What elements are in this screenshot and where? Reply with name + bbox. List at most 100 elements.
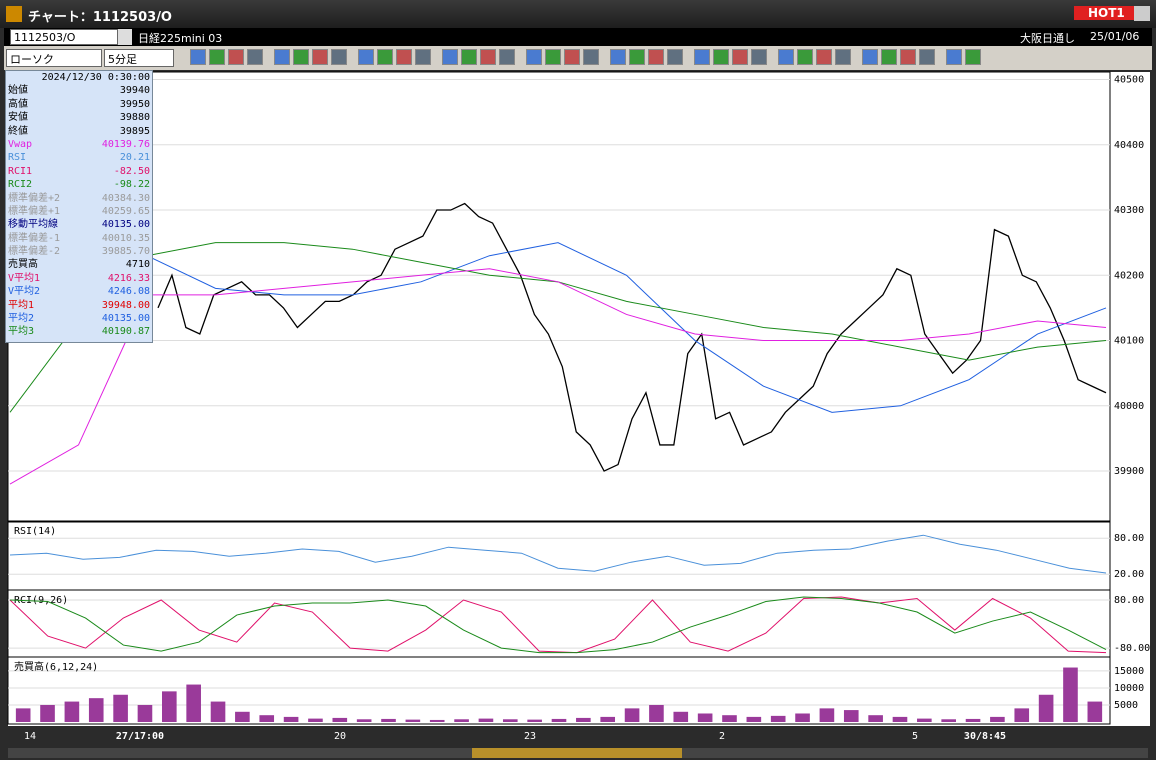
tool-icon[interactable] bbox=[228, 49, 244, 65]
y-tick-label: 20.00 bbox=[1114, 569, 1144, 580]
y-tick-label: 80.00 bbox=[1114, 533, 1144, 544]
volume-bar bbox=[478, 718, 494, 722]
tool-icon[interactable] bbox=[900, 49, 916, 65]
volume-bar bbox=[722, 715, 737, 722]
tool-icon[interactable] bbox=[209, 49, 225, 65]
style-select[interactable]: ローソク bbox=[6, 49, 102, 67]
info-value: 40135.00 bbox=[101, 313, 150, 325]
y-tick-label: 15000 bbox=[1114, 666, 1144, 677]
series-line bbox=[9, 596, 1107, 654]
info-row: 標準偏差+1 40259.65 bbox=[6, 205, 152, 218]
tool-icon[interactable] bbox=[396, 49, 412, 65]
dropdown-button[interactable] bbox=[118, 29, 132, 45]
info-row: 平均3 40190.87 bbox=[6, 325, 152, 338]
instrument: 日経225mini 03 bbox=[138, 32, 223, 45]
tool-icon[interactable] bbox=[415, 49, 431, 65]
volume-bar bbox=[356, 719, 372, 722]
info-label: 標準偏差-1 bbox=[8, 232, 61, 244]
volume-bar bbox=[1087, 701, 1103, 722]
tool-icon[interactable] bbox=[293, 49, 309, 65]
tool-icon[interactable] bbox=[881, 49, 897, 65]
info-row: 平均2 40135.00 bbox=[6, 312, 152, 325]
tool-icon[interactable] bbox=[377, 49, 393, 65]
info-row: 安値 39880 bbox=[6, 111, 152, 124]
tool-icon[interactable] bbox=[190, 49, 206, 65]
tool-icon[interactable] bbox=[610, 49, 626, 65]
window-title: チャート：1112503/O bbox=[28, 10, 172, 25]
y-tick-label: 40400 bbox=[1114, 140, 1144, 151]
info-label: V平均2 bbox=[8, 286, 41, 298]
volume-bar bbox=[819, 708, 835, 722]
tool-icon[interactable] bbox=[331, 49, 347, 65]
tool-icon[interactable] bbox=[694, 49, 710, 65]
panel-title: 売買高(6,12,24) bbox=[14, 660, 98, 673]
tool-icon[interactable] bbox=[816, 49, 832, 65]
info-label: 高値 bbox=[8, 98, 28, 110]
tool-icon[interactable] bbox=[751, 49, 767, 65]
tool-icon[interactable] bbox=[583, 49, 599, 65]
tool-icon[interactable] bbox=[499, 49, 515, 65]
info-label: RSI bbox=[8, 152, 27, 164]
tool-icon[interactable] bbox=[862, 49, 878, 65]
tool-icon[interactable] bbox=[461, 49, 477, 65]
info-label: 売買高 bbox=[8, 259, 38, 271]
volume-bar bbox=[649, 704, 664, 722]
volume-bar bbox=[429, 719, 445, 722]
volume-bar bbox=[697, 713, 713, 722]
tool-icon[interactable] bbox=[629, 49, 645, 65]
info-value: 39885.70 bbox=[101, 246, 150, 258]
volume-bar bbox=[332, 717, 348, 722]
tool-icon[interactable] bbox=[946, 49, 962, 65]
y-tick-label: 40300 bbox=[1114, 205, 1144, 216]
tool-icon[interactable] bbox=[778, 49, 794, 65]
chart-area: 39900 40000 40100 40200 40300 40400 40500 80.00… bbox=[7, 71, 1150, 758]
tool-icon[interactable] bbox=[312, 49, 328, 65]
panel-frame bbox=[7, 656, 1111, 725]
series-line bbox=[9, 534, 1107, 574]
panel-title: RSI(14) bbox=[14, 526, 56, 537]
info-row: 終値 39895 bbox=[6, 125, 152, 138]
symbol-input[interactable]: 1112503/O bbox=[10, 29, 118, 45]
info-label: 標準偏差-2 bbox=[8, 246, 61, 258]
tool-icon[interactable] bbox=[442, 49, 458, 65]
volume-bar bbox=[283, 716, 299, 722]
volume-bar bbox=[965, 718, 981, 722]
tool-icon[interactable] bbox=[274, 49, 290, 65]
info-label: 平均2 bbox=[8, 313, 35, 325]
hot-badge[interactable]: HOT1 bbox=[1074, 6, 1139, 20]
volume-bar bbox=[843, 710, 859, 722]
info-label: 平均1 bbox=[8, 299, 35, 311]
tool-icon[interactable] bbox=[797, 49, 813, 65]
info-label: RCI1 bbox=[8, 165, 33, 177]
interval-select[interactable]: 5分足 bbox=[104, 49, 174, 67]
volume-bar bbox=[770, 715, 786, 722]
tool-icon[interactable] bbox=[247, 49, 263, 65]
y-tick-label: -80.00 bbox=[1114, 643, 1150, 654]
date: 25/01/06 bbox=[1090, 30, 1140, 43]
tool-icon[interactable] bbox=[732, 49, 748, 65]
info-row: V平均1 4216.33 bbox=[6, 272, 152, 285]
tool-icon[interactable] bbox=[480, 49, 496, 65]
tool-icon[interactable] bbox=[835, 49, 851, 65]
tool-icon[interactable] bbox=[648, 49, 664, 65]
tool-icon[interactable] bbox=[564, 49, 580, 65]
tool-icon[interactable] bbox=[965, 49, 981, 65]
info-label: 標準偏差+2 bbox=[8, 192, 61, 204]
tool-icon[interactable] bbox=[526, 49, 542, 65]
info-value: 40190.87 bbox=[101, 326, 150, 338]
volume-bar bbox=[917, 718, 932, 722]
volume-bar bbox=[624, 708, 640, 722]
info-label: RCI2 bbox=[8, 179, 33, 191]
info-row: 始値 39940 bbox=[6, 84, 152, 97]
tool-icon[interactable] bbox=[545, 49, 561, 65]
tool-icon[interactable] bbox=[713, 49, 729, 65]
title-bar: チャート：1112503/O HOT1 bbox=[0, 0, 1156, 28]
tool-icon[interactable] bbox=[358, 49, 374, 65]
tool-icon[interactable] bbox=[919, 49, 935, 65]
info-value: 39948.00 bbox=[101, 299, 150, 311]
info-row: 高値 39950 bbox=[6, 98, 152, 111]
scroll-thumb bbox=[472, 748, 682, 758]
volume-bar bbox=[113, 694, 128, 722]
tool-icon[interactable] bbox=[667, 49, 683, 65]
close-button[interactable] bbox=[1134, 6, 1150, 21]
